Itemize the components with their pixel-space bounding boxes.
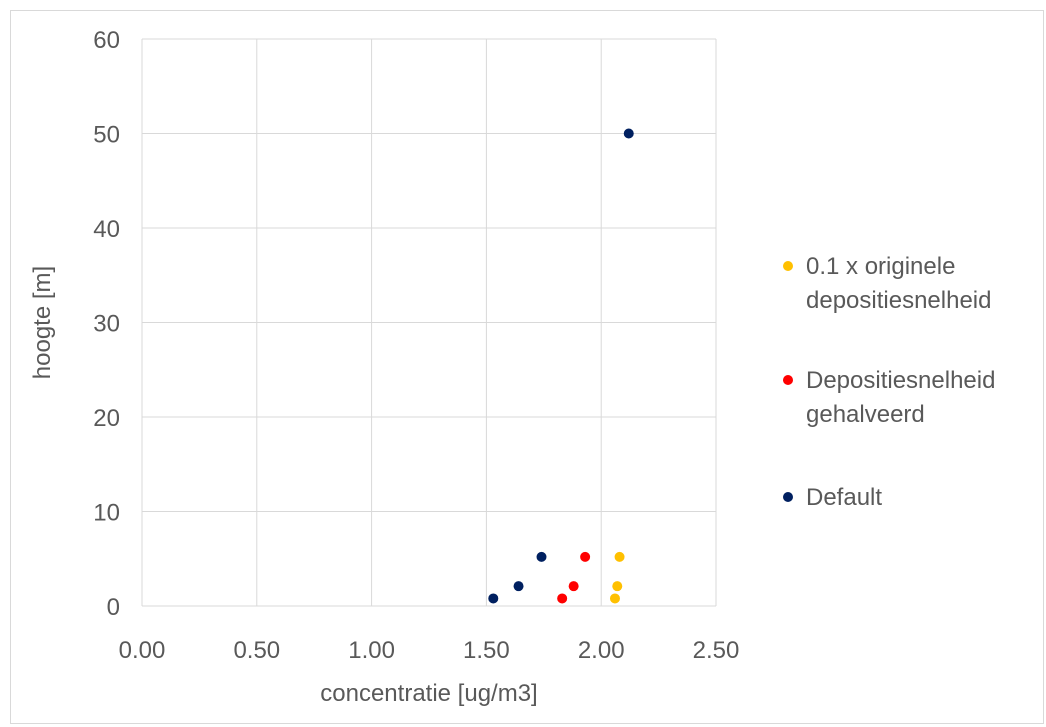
x-tick-label: 1.50 <box>463 637 510 664</box>
data-point <box>488 593 499 604</box>
legend-marker <box>783 261 793 271</box>
y-axis-title: hoogte [m] <box>29 266 56 379</box>
legend-label: depositiesnelheid <box>806 287 991 314</box>
x-tick-label: 2.00 <box>578 637 625 664</box>
chart-frame <box>10 10 1044 724</box>
legend-marker <box>783 375 793 385</box>
data-point <box>612 581 623 592</box>
data-point <box>557 593 568 604</box>
data-point <box>623 128 634 139</box>
x-tick-label: 1.00 <box>348 637 395 664</box>
y-tick-label: 40 <box>93 216 120 243</box>
legend-label: gehalveerd <box>806 401 925 428</box>
x-axis-title: concentratie [ug/m3] <box>320 680 537 707</box>
data-point <box>580 551 591 562</box>
data-point <box>614 551 625 562</box>
data-point <box>609 593 620 604</box>
data-point <box>513 581 524 592</box>
legend-label: Depositiesnelheid <box>806 367 995 394</box>
legend-marker <box>783 492 793 502</box>
y-tick-label: 50 <box>93 122 120 149</box>
y-tick-label: 60 <box>93 27 120 54</box>
x-tick-label: 0.00 <box>119 637 166 664</box>
y-tick-label: 0 <box>107 594 120 621</box>
x-tick-label: 2.50 <box>693 637 740 664</box>
y-tick-label: 30 <box>93 311 120 338</box>
data-point <box>536 551 547 562</box>
legend-label: Default <box>806 484 882 511</box>
y-tick-label: 10 <box>93 500 120 527</box>
y-tick-label: 20 <box>93 405 120 432</box>
x-tick-label: 0.50 <box>233 637 280 664</box>
legend-label: 0.1 x originele <box>806 253 955 280</box>
data-point <box>568 581 579 592</box>
